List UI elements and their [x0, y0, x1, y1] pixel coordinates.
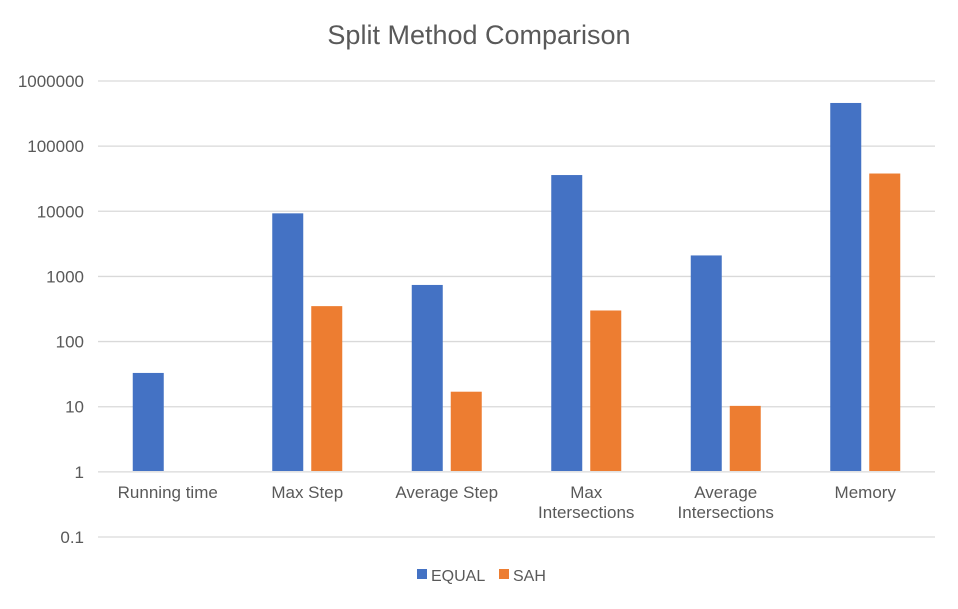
bar-sah-5	[869, 173, 901, 471]
legend-label: EQUAL	[431, 568, 485, 585]
y-tick-label: 1000	[46, 267, 84, 286]
x-category-label: Intersections	[538, 503, 634, 522]
y-tick-label: 1000000	[18, 72, 84, 91]
bars	[132, 102, 901, 472]
legend-label: SAH	[513, 568, 546, 585]
bar-sah-3	[590, 310, 622, 471]
chart-title: Split Method Comparison	[327, 20, 630, 50]
legend-swatch-equal	[417, 569, 427, 579]
y-tick-label: 1	[75, 463, 84, 482]
bar-equal-1	[272, 213, 304, 472]
y-tick-label: 100	[56, 333, 84, 352]
bar-sah-1	[311, 306, 343, 471]
y-tick-label: 0.1	[60, 528, 84, 547]
legend: EQUAL SAH	[417, 568, 546, 585]
x-category-label: Max Step	[271, 483, 343, 502]
bar-equal-5	[830, 102, 862, 471]
y-tick-label: 10000	[37, 202, 84, 221]
x-category-label: Max	[570, 483, 603, 502]
bar-sah-2	[450, 391, 482, 471]
bar-equal-4	[690, 255, 722, 471]
x-category-label: Average Step	[395, 483, 498, 502]
x-axis-category-labels: Running time Max Step Average Step MaxInter…	[118, 483, 897, 522]
y-axis-tick-labels: 0.1 1 10 100 1000 10000 100000 1000000	[18, 72, 84, 547]
legend-swatch-sah	[499, 569, 509, 579]
y-tick-label: 10	[65, 398, 84, 417]
x-category-label: Memory	[835, 483, 897, 502]
bar-equal-2	[411, 284, 443, 471]
x-category-label: Average	[694, 483, 757, 502]
bar-equal-0	[132, 372, 164, 471]
bar-sah-4	[729, 405, 761, 471]
x-category-label: Running time	[118, 483, 218, 502]
y-tick-label: 100000	[27, 137, 84, 156]
bar-equal-3	[551, 175, 583, 472]
x-category-label: Intersections	[678, 503, 774, 522]
gridlines	[98, 80, 935, 538]
